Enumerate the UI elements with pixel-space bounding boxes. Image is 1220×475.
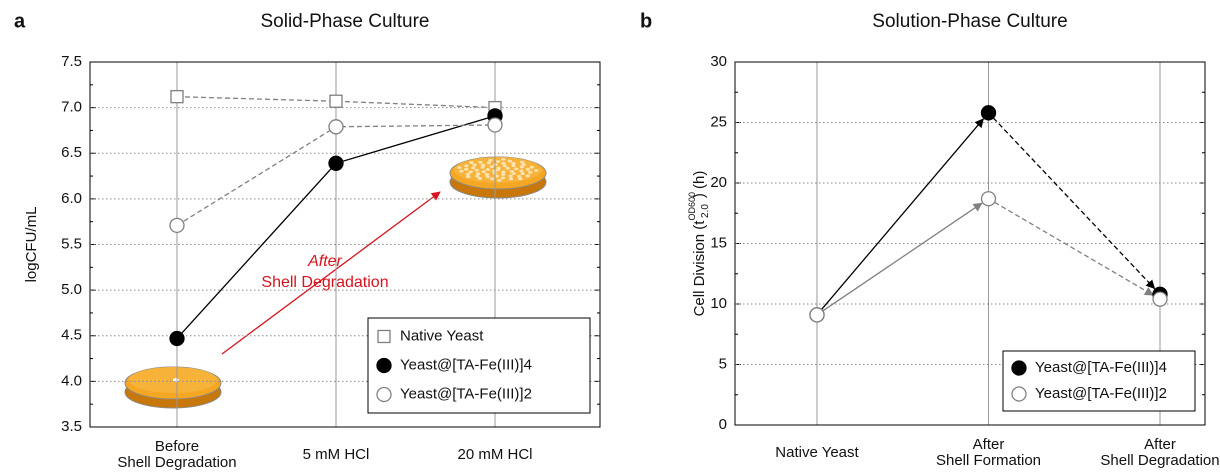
- legend-label: Yeast@[TA-Fe(III)]2: [400, 385, 532, 402]
- y-tick-label: 3.5: [61, 418, 82, 435]
- marker: [980, 105, 997, 121]
- y-tick-label: 5.0: [61, 281, 82, 298]
- y-tick-label: 5.5: [61, 235, 82, 252]
- y-tick-label: 15: [710, 234, 727, 251]
- y-tick-label: 20: [710, 174, 727, 191]
- x-tick-label-line: 5 mM HCl: [303, 446, 370, 463]
- arrow-segment: [821, 118, 984, 310]
- marker: [170, 90, 184, 104]
- legend-marker: [1011, 386, 1027, 402]
- y-tick-label: 6.5: [61, 144, 82, 161]
- annotation: After: [307, 253, 342, 270]
- x-tick-label-line: Shell Degradation: [117, 454, 236, 471]
- arrow-segment: [992, 117, 1156, 290]
- y-tick-label: 25: [710, 113, 727, 130]
- marker: [980, 191, 997, 207]
- legend-label: Yeast@[TA-Fe(III)]2: [1035, 385, 1167, 402]
- x-tick-label-line: 20 mM HCl: [457, 446, 532, 463]
- y-tick-label: 5: [719, 355, 727, 372]
- y-tick-label: 4.0: [61, 372, 82, 389]
- plot-frame: [734, 61, 1206, 426]
- legend-marker: [376, 386, 392, 403]
- y-tick-label: 10: [710, 295, 727, 312]
- x-tick-label-line: Native Yeast: [775, 444, 859, 461]
- x-tick-label-line: Shell Degradation: [1100, 452, 1219, 469]
- petri-dish: [124, 366, 222, 409]
- y-tick-label: 7.5: [61, 53, 82, 70]
- x-tick-label: After Shell Degradation: [1100, 436, 1219, 469]
- x-tick-label-line: After: [1144, 436, 1176, 453]
- y-tick-label: 6.0: [61, 190, 82, 207]
- y-tick-label: 0: [719, 416, 727, 433]
- legend-label: Native Yeast: [400, 327, 484, 344]
- plot-frame: [89, 61, 601, 428]
- series-line: [176, 96, 496, 109]
- y-axis-label: Cell Division (tOD600 2.0 ) (h): [687, 171, 710, 317]
- y-tick-label: 30: [710, 53, 727, 70]
- legend-box: [1002, 350, 1196, 412]
- x-tick-label: After Shell Formation: [936, 436, 1041, 469]
- x-tick-label: 20 mM HCl: [457, 446, 532, 463]
- chart-title: Solution-Phase Culture: [872, 11, 1067, 32]
- legend-marker: [377, 329, 391, 344]
- arrow-segment: [994, 201, 1154, 296]
- marker: [328, 119, 344, 135]
- x-tick-label-line: Shell Formation: [936, 452, 1041, 469]
- y-tick-label: 7.0: [61, 99, 82, 116]
- chart-title: Solid-Phase Culture: [261, 11, 430, 32]
- x-tick-label: 5 mM HCl: [303, 446, 370, 463]
- legend-marker: [376, 357, 392, 374]
- y-axis-label: logCFU/mL: [23, 207, 40, 283]
- y-axis-label-text: Cell Division (t: [691, 220, 708, 317]
- arrow-segment: [822, 202, 983, 312]
- y-axis-label-tail: ) (h): [691, 171, 708, 199]
- marker: [329, 94, 343, 108]
- marker: [1152, 291, 1168, 307]
- panel-label: b: [640, 10, 652, 32]
- panel-label: a: [14, 10, 26, 32]
- annotation-arrow: [221, 191, 441, 355]
- y-tick-label: 4.5: [61, 327, 82, 344]
- x-tick-label-line: Before: [155, 438, 199, 455]
- x-tick-label: Native Yeast: [775, 444, 859, 461]
- x-tick-label-line: After: [973, 436, 1005, 453]
- marker: [809, 307, 825, 323]
- marker: [169, 330, 185, 347]
- legend-box: [367, 317, 591, 414]
- annotation: Shell Degradation: [261, 274, 388, 291]
- marker: [487, 117, 503, 133]
- petri-dish: [449, 156, 547, 199]
- marker: [169, 217, 185, 233]
- legend-label: Yeast@[TA-Fe(III)]4: [400, 356, 532, 373]
- legend-label: Yeast@[TA-Fe(III)]4: [1035, 359, 1167, 376]
- legend-marker: [1011, 360, 1027, 376]
- x-tick-label: Before Shell Degradation: [117, 438, 236, 471]
- y-axis-label-sup: OD600: [687, 192, 697, 221]
- marker: [328, 155, 344, 171]
- y-axis-label-sub: 2.0: [700, 204, 711, 218]
